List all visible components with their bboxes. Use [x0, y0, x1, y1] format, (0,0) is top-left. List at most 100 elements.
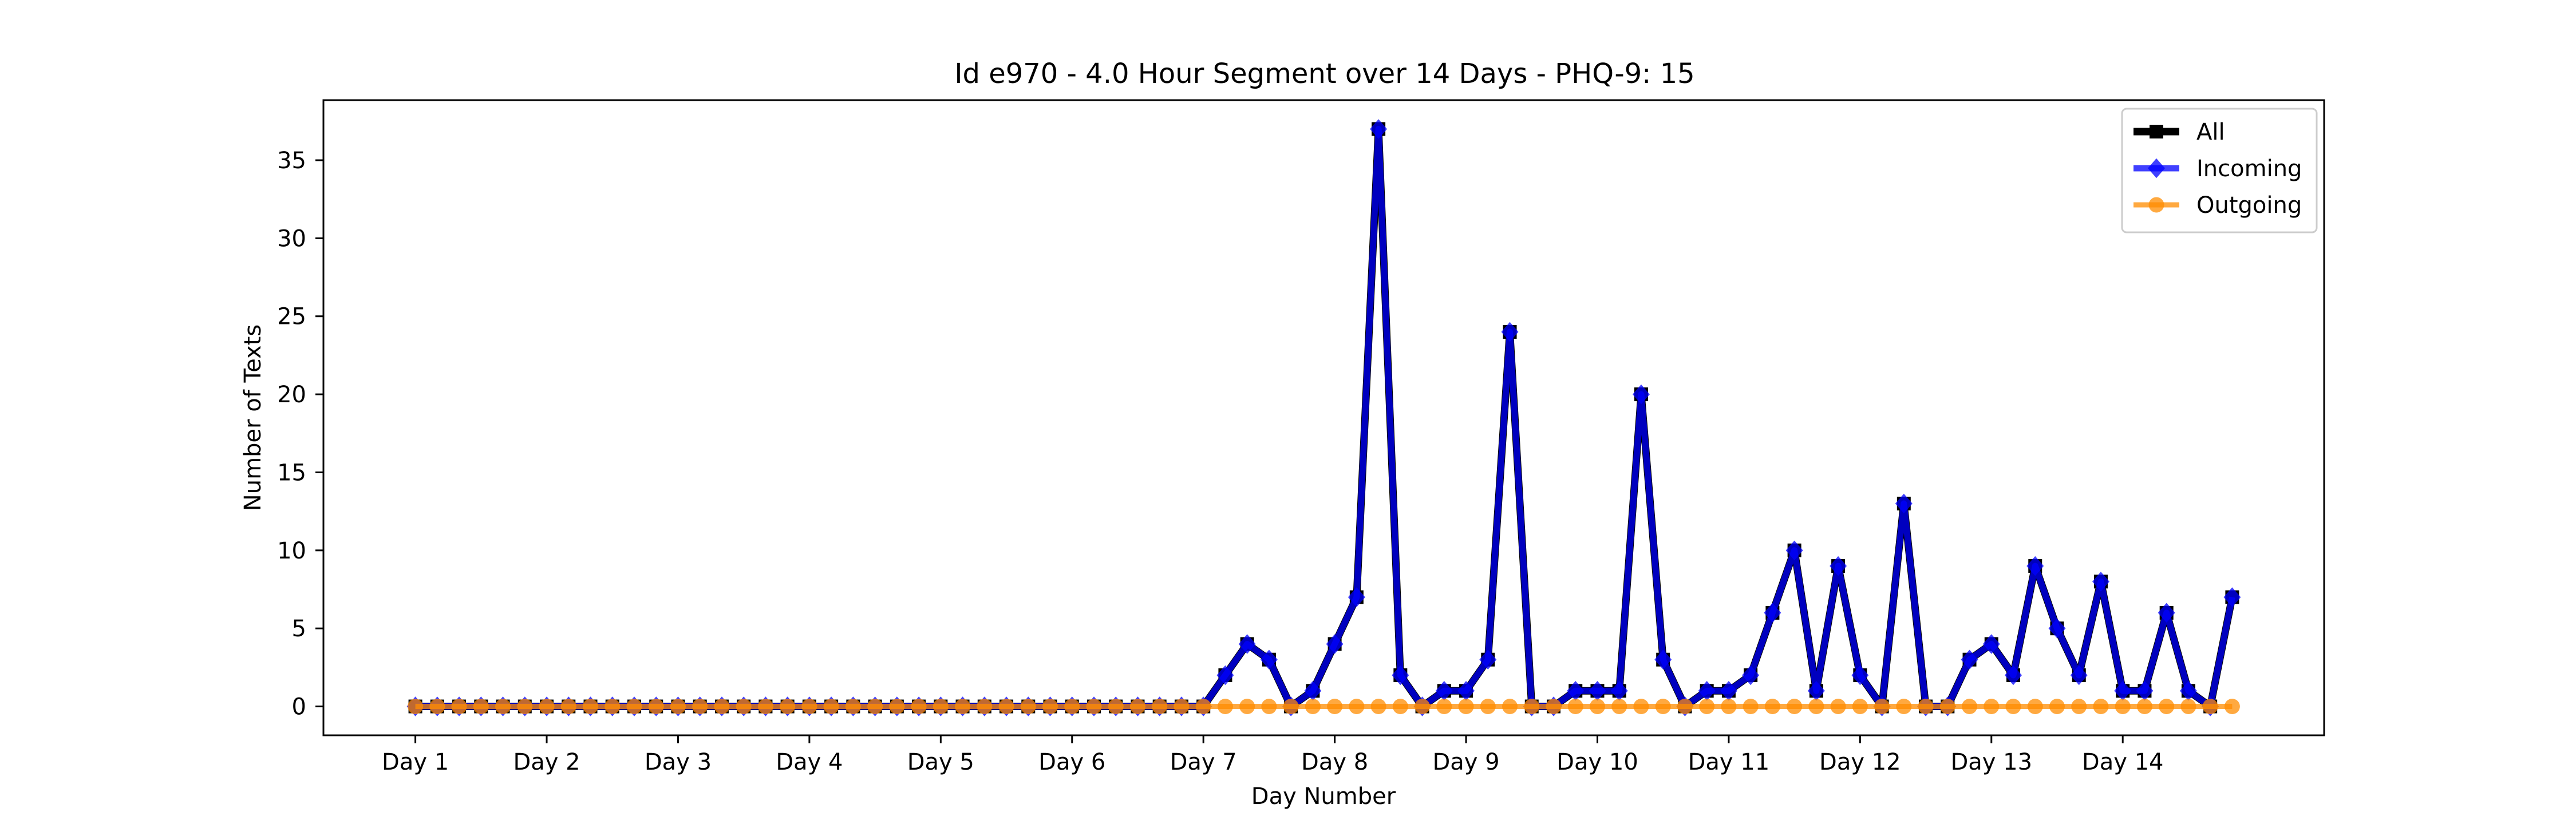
y-tick-label: 15: [277, 459, 306, 486]
data-point-outgoing: [2071, 699, 2087, 715]
data-point-outgoing: [1787, 699, 1803, 715]
data-point-outgoing: [473, 699, 489, 715]
data-point-outgoing: [757, 699, 773, 715]
data-point-outgoing: [1633, 699, 1649, 715]
data-point-outgoing: [1939, 699, 1955, 715]
data-point-outgoing: [1174, 699, 1190, 715]
x-tick-label: Day 4: [776, 749, 843, 775]
data-point-outgoing: [1195, 699, 1211, 715]
data-point-outgoing: [1020, 699, 1036, 715]
data-point-outgoing: [845, 699, 861, 715]
data-point-outgoing: [2136, 699, 2152, 715]
data-point-outgoing: [560, 699, 576, 715]
series-outgoing: [408, 699, 2240, 715]
x-tick-label: Day 14: [2082, 749, 2164, 775]
y-tick-label: 0: [292, 694, 306, 720]
x-tick-label: Day 8: [1301, 749, 1368, 775]
data-point-incoming: [1720, 681, 1737, 701]
data-point-outgoing: [1874, 699, 1890, 715]
legend-marker-all: [2150, 125, 2163, 138]
y-axis-label: Number of Texts: [240, 324, 266, 511]
data-point-outgoing: [977, 699, 993, 715]
data-point-outgoing: [1830, 699, 1846, 715]
data-point-outgoing: [780, 699, 796, 715]
data-point-outgoing: [539, 699, 555, 715]
x-tick-label: Day 5: [907, 749, 974, 775]
data-point-outgoing: [1480, 699, 1496, 715]
data-point-outgoing: [889, 699, 905, 715]
data-point-incoming: [1457, 681, 1475, 701]
chart-title: Id e970 - 4.0 Hour Segment over 14 Days …: [954, 58, 1694, 90]
data-point-incoming: [1501, 322, 1519, 342]
y-tick-label: 5: [292, 616, 306, 642]
data-point-outgoing: [1239, 699, 1255, 715]
data-point-incoming: [1961, 649, 1978, 670]
legend-marker-incoming: [2148, 158, 2165, 179]
data-point-outgoing: [1502, 699, 1518, 715]
data-point-outgoing: [495, 699, 511, 715]
series-incoming: [406, 119, 2241, 716]
data-point-outgoing: [1852, 699, 1868, 715]
data-point-incoming: [2070, 665, 2088, 686]
data-point-outgoing: [1524, 699, 1540, 715]
data-point-incoming: [1610, 681, 1628, 701]
data-point-incoming: [2114, 681, 2132, 701]
data-point-outgoing: [2180, 699, 2196, 715]
data-point-outgoing: [1458, 699, 1474, 715]
data-point-incoming: [1216, 665, 1234, 686]
data-point-incoming: [1698, 681, 1716, 701]
data-point-outgoing: [1611, 699, 1627, 715]
data-point-outgoing: [714, 699, 730, 715]
data-point-outgoing: [605, 699, 621, 715]
data-point-incoming: [1567, 681, 1585, 701]
data-point-outgoing: [517, 699, 533, 715]
data-point-outgoing: [1808, 699, 1824, 715]
data-point-outgoing: [1655, 699, 1671, 715]
data-point-incoming: [1392, 665, 1409, 686]
data-point-outgoing: [692, 699, 708, 715]
data-point-incoming: [1851, 665, 1869, 686]
data-point-outgoing: [2115, 699, 2131, 715]
data-point-outgoing: [2049, 699, 2065, 715]
legend-label-outgoing: Outgoing: [2196, 192, 2302, 219]
data-point-incoming: [1479, 649, 1497, 670]
data-point-outgoing: [823, 699, 839, 715]
legend-label-incoming: Incoming: [2196, 156, 2302, 182]
y-tick-label: 35: [277, 148, 306, 174]
data-point-outgoing: [1261, 699, 1277, 715]
data-point-incoming: [1764, 603, 1781, 623]
plot-frame: [322, 99, 2325, 736]
data-point-incoming: [2136, 681, 2154, 701]
data-point-incoming: [1742, 665, 1760, 686]
data-point-outgoing: [1086, 699, 1102, 715]
data-point-outgoing: [408, 699, 424, 715]
data-point-outgoing: [1129, 699, 1145, 715]
data-point-outgoing: [933, 699, 949, 715]
data-point-outgoing: [955, 699, 971, 715]
data-point-incoming: [1895, 493, 1913, 514]
data-point-incoming: [1260, 649, 1278, 670]
y-tick-label: 10: [277, 538, 306, 564]
data-point-outgoing: [1962, 699, 1978, 715]
data-point-outgoing: [1392, 699, 1408, 715]
data-point-outgoing: [1764, 699, 1780, 715]
data-point-incoming: [1370, 119, 1388, 139]
data-point-outgoing: [648, 699, 664, 715]
data-point-outgoing: [1370, 699, 1386, 715]
data-point-outgoing: [1589, 699, 1605, 715]
x-tick-label: Day 3: [645, 749, 712, 775]
data-point-outgoing: [1305, 699, 1321, 715]
data-point-incoming: [2092, 572, 2109, 592]
data-point-incoming: [1982, 634, 2000, 654]
data-point-outgoing: [2027, 699, 2043, 715]
x-tick-label: Day 12: [1819, 749, 1901, 775]
data-point-outgoing: [1436, 699, 1452, 715]
data-point-incoming: [1348, 587, 1365, 607]
x-tick-label: Day 6: [1038, 749, 1105, 775]
x-tick-label: Day 13: [1950, 749, 2032, 775]
data-point-incoming: [1435, 681, 1453, 701]
data-point-outgoing: [911, 699, 927, 715]
data-point-outgoing: [1721, 699, 1737, 715]
